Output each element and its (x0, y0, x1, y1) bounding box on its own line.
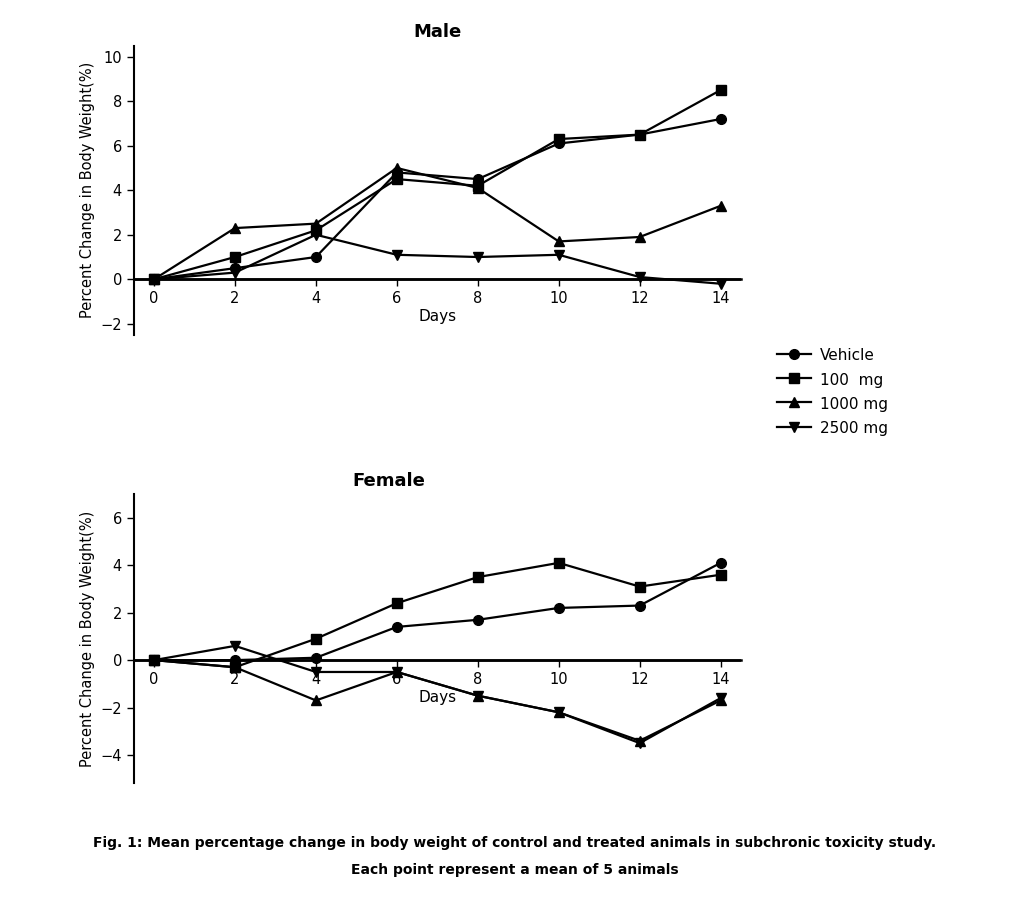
Title: Male: Male (414, 23, 461, 41)
Text: Fig. 1: Mean percentage change in body weight of control and treated animals in : Fig. 1: Mean percentage change in body w… (93, 835, 936, 850)
X-axis label: Days: Days (418, 690, 457, 705)
X-axis label: Days: Days (418, 309, 457, 323)
Title: Female: Female (352, 472, 425, 490)
Legend: Vehicle, 100  mg, 1000 mg, 2500 mg: Vehicle, 100 mg, 1000 mg, 2500 mg (773, 343, 893, 441)
Y-axis label: Percent Change in Body Weight(%): Percent Change in Body Weight(%) (80, 62, 95, 318)
Text: Each point represent a mean of 5 animals: Each point represent a mean of 5 animals (351, 863, 678, 877)
Y-axis label: Percent Change in Body Weight(%): Percent Change in Body Weight(%) (80, 511, 95, 767)
